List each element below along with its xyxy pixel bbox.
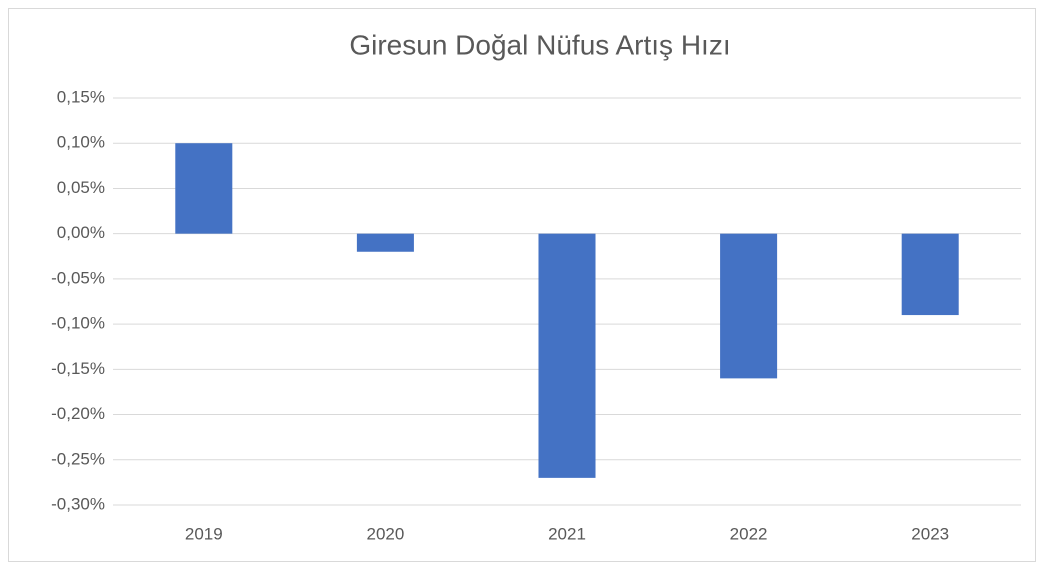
- y-tick-label: -0,15%: [51, 359, 105, 378]
- x-tick-label: 2022: [730, 524, 768, 543]
- bar: [356, 233, 414, 252]
- y-tick-label: -0,05%: [51, 268, 105, 287]
- x-tick-label: 2021: [548, 524, 586, 543]
- y-tick-label: 0,15%: [57, 87, 105, 106]
- chart-title: Giresun Doğal Nüfus Artış Hızı: [349, 29, 730, 60]
- x-tick-label: 2020: [366, 524, 404, 543]
- bar: [901, 233, 959, 316]
- chart-border: [8, 8, 1036, 562]
- y-tick-label: -0,30%: [51, 494, 105, 513]
- y-tick-label: -0,25%: [51, 449, 105, 468]
- y-tick-label: -0,10%: [51, 314, 105, 333]
- bar: [538, 233, 596, 478]
- x-tick-label: 2019: [185, 524, 223, 543]
- bar: [720, 233, 778, 379]
- y-tick-label: -0,20%: [51, 404, 105, 423]
- bar: [175, 143, 233, 234]
- y-tick-label: 0,05%: [57, 178, 105, 197]
- y-tick-label: 0,00%: [57, 223, 105, 242]
- x-tick-label: 2023: [911, 524, 949, 543]
- y-tick-label: 0,10%: [57, 133, 105, 152]
